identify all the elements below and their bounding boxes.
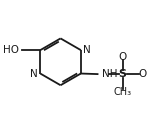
Text: N: N (30, 69, 38, 79)
Text: HO: HO (2, 45, 19, 55)
Text: O: O (119, 52, 127, 62)
Text: S: S (119, 69, 127, 79)
Text: NH: NH (102, 69, 117, 79)
Text: CH₃: CH₃ (114, 88, 132, 98)
Text: O: O (138, 69, 146, 79)
Text: N: N (83, 45, 91, 55)
